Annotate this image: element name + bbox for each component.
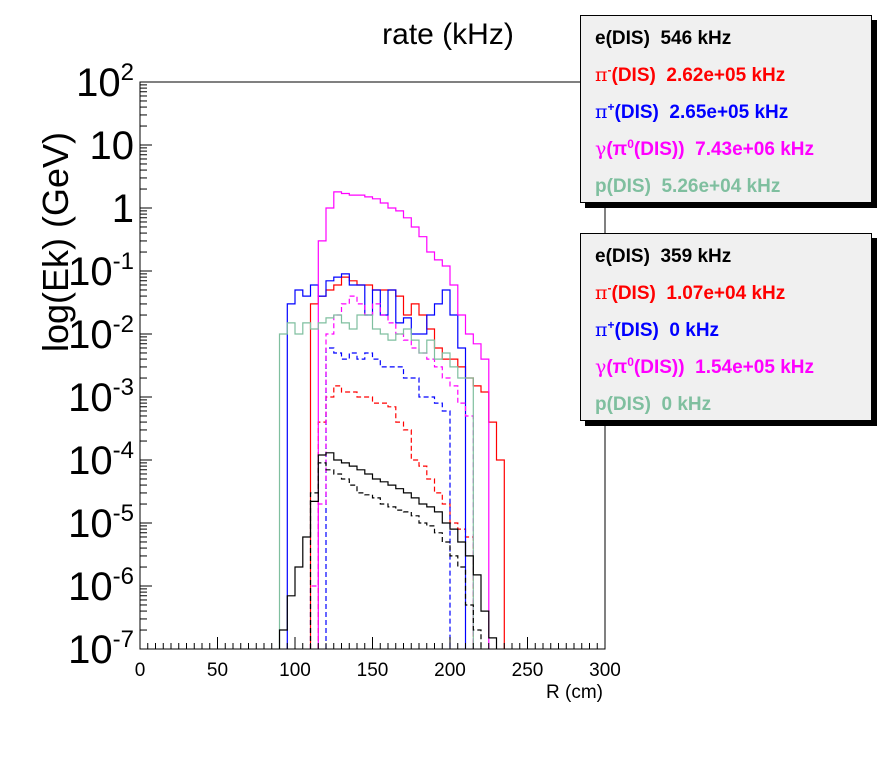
legend-entry: π-(DIS) 1.07e+04 kHz [595, 281, 786, 304]
legend-entry: γ(π0(DIS)) 7.43e+06 kHz [595, 137, 814, 160]
x-tick-label: 250 [512, 660, 544, 681]
y-tick-label: 10-1 [68, 248, 134, 294]
x-tick-label: 0 [135, 660, 146, 681]
x-tick-label: 100 [279, 660, 311, 681]
y-tick-label: 10 [90, 124, 135, 168]
series-pim_dashed [317, 385, 474, 649]
x-tick-label: 50 [207, 660, 228, 681]
y-tick-label: 10-3 [68, 374, 134, 420]
y-tick-label: 10-2 [68, 311, 134, 357]
legend-top: e(DIS) 546 kHz π-(DIS) 2.62e+05 kHz π+(DIS… [580, 15, 872, 203]
y-tick-label: 10-4 [68, 437, 134, 483]
series-e_dashed [309, 462, 482, 649]
x-tick-label: 200 [434, 660, 466, 681]
plot-frame [139, 81, 606, 650]
y-axis-label: log(Ek) (GeV) [35, 132, 76, 352]
legend-entry: e(DIS) 546 kHz [595, 28, 732, 49]
legend-entry: π+(DIS) 2.65e+05 kHz [595, 100, 789, 123]
x-tick-label: 300 [589, 660, 621, 681]
legend-entry: π+(DIS) 0 kHz [595, 318, 720, 341]
legend-bottom: e(DIS) 359 kHz π-(DIS) 1.07e+04 kHz π+(DIS… [580, 233, 872, 421]
axis-layer: 0 50 100 150 200 250 300 102 10 1 10-1 10-2 10-3 10-4… [68, 59, 621, 681]
y-tick-label: 1 [112, 187, 134, 231]
x-tick-label: 150 [357, 660, 389, 681]
series-e_solid [278, 452, 498, 649]
series-pip_dashed [325, 347, 451, 649]
series-layer [278, 191, 505, 649]
y-tick-label: 10-5 [68, 500, 134, 546]
legend-entry: p(DIS) 5.26e+04 kHz [595, 176, 781, 197]
series-gam_solid [317, 191, 490, 649]
y-tick-label: 102 [76, 59, 134, 105]
legend-entry: p(DIS) 0 kHz [595, 394, 712, 415]
series-gam_dashed [309, 295, 474, 649]
legend-entry: π-(DIS) 2.62e+05 kHz [595, 63, 786, 86]
y-tick-label: 10-7 [68, 626, 134, 672]
legend-entry: γ(π0(DIS)) 1.54e+05 kHz [595, 355, 814, 378]
series-p_solid [278, 314, 474, 649]
series-pim_solid [309, 276, 505, 649]
x-axis-label: R (cm) [546, 682, 603, 703]
y-tick-label: 10-6 [68, 563, 134, 609]
legend-entry: e(DIS) 359 kHz [595, 246, 732, 267]
chart-title: rate (kHz) [382, 18, 514, 51]
series-pip_solid [286, 273, 467, 649]
